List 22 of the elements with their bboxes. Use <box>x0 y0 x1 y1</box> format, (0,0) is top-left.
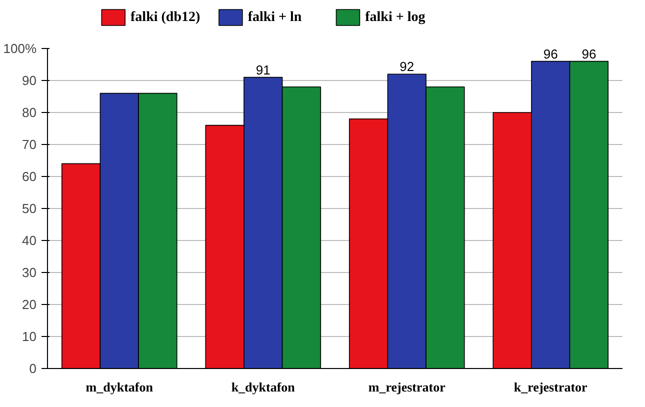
y-tick-label: 70 <box>22 137 37 152</box>
data-label: 92 <box>400 59 414 74</box>
x-tick-label: k_rejestrator <box>514 380 588 394</box>
y-tick-label: 10 <box>22 329 37 344</box>
y-tick-label: 30 <box>22 265 37 280</box>
legend-label: falki (db12) <box>130 10 200 25</box>
y-tick-label: 90 <box>22 73 37 88</box>
x-tick-label: m_rejestrator <box>368 380 446 394</box>
y-tick-label: 60 <box>22 169 37 184</box>
data-label: 96 <box>582 46 596 62</box>
y-tick-label: 80 <box>22 105 37 120</box>
legend-label: falki + ln <box>248 10 302 25</box>
y-tick-label: 0 <box>29 361 37 376</box>
data-label: 96 <box>543 46 558 62</box>
x-tick-label: m_dyktafon <box>86 380 154 394</box>
y-tick-label: 20 <box>22 297 37 312</box>
y-tick-label: 100% <box>3 41 37 56</box>
x-tick-label: k_dyktafon <box>231 380 296 394</box>
y-tick-label: 40 <box>22 233 37 248</box>
data-label: 91 <box>256 62 270 78</box>
legend-label: falki + log <box>365 10 426 25</box>
y-tick-label: 50 <box>22 201 37 216</box>
